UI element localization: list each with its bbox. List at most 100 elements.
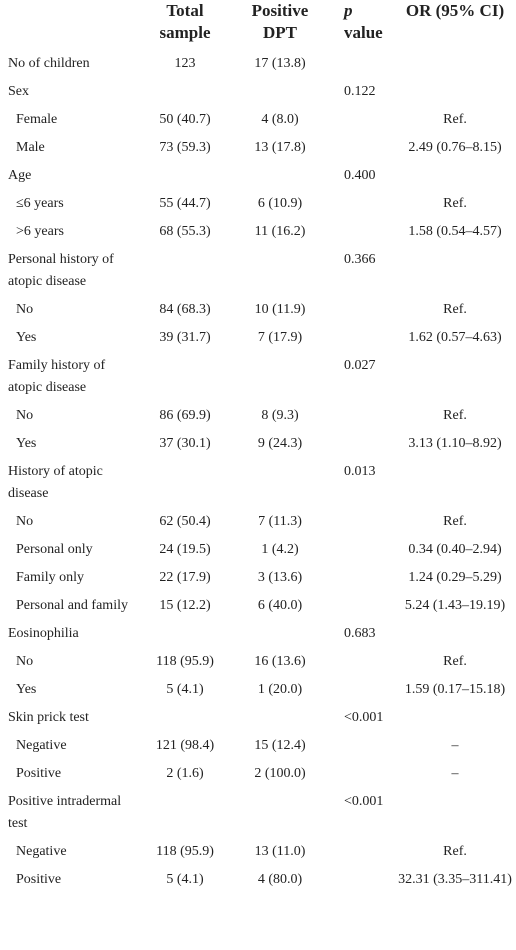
p-value-cell (330, 536, 394, 564)
table-body: No of children 123 17 (13.8) Sex 0.122 Female… (0, 50, 516, 894)
positive-cell: 6 (40.0) (257, 598, 303, 613)
header-row: Total sample Positive DPT p value OR (95%… (0, 0, 516, 50)
group-row: History of atopic disease 0.013 (0, 458, 516, 508)
positive-cell: 6 (10.9) (257, 196, 303, 211)
or-cell: Ref. (443, 408, 467, 423)
total-cell: 15 (12.2) (159, 598, 211, 613)
total-cell (140, 78, 230, 106)
p-value-cell: 0.027 (344, 358, 376, 373)
group-row: Personal history of atopic disease 0.366 (0, 246, 516, 296)
item-row: Yes 5 (4.1) 1 (20.0) 1.59 (0.17–15.18) (0, 676, 516, 704)
or-cell: 1.62 (0.57–4.63) (408, 330, 502, 345)
positive-cell (230, 162, 330, 190)
header-total: Total sample (159, 1, 211, 42)
or-cell: – (451, 738, 459, 753)
or-cell: Ref. (443, 654, 467, 669)
item-row: No 86 (69.9) 8 (9.3) Ref. (0, 402, 516, 430)
positive-cell (230, 704, 330, 732)
total-cell: 39 (31.7) (159, 330, 211, 345)
item-row: No 62 (50.4) 7 (11.3) Ref. (0, 508, 516, 536)
or-cell: 3.13 (1.10–8.92) (408, 436, 502, 451)
positive-cell (230, 458, 330, 508)
or-cell: Ref. (443, 302, 467, 317)
item-row: Positive 2 (1.6) 2 (100.0) – (0, 760, 516, 788)
p-value-cell (330, 866, 394, 894)
item-row: Positive 5 (4.1) 4 (80.0) 32.31 (3.35–311.4… (0, 866, 516, 894)
row-label: No (16, 654, 34, 669)
group-row: Age 0.400 (0, 162, 516, 190)
row-label: Positive intradermal test (8, 794, 122, 831)
p-value-cell (330, 838, 394, 866)
positive-cell (230, 246, 330, 296)
or-cell (394, 162, 516, 190)
or-cell (394, 50, 516, 78)
row-label: Yes (16, 682, 37, 697)
positive-cell: 13 (17.8) (254, 140, 306, 155)
p-value-cell (330, 50, 394, 78)
or-cell: 1.24 (0.29–5.29) (408, 570, 502, 585)
p-value-cell (330, 402, 394, 430)
or-cell: Ref. (443, 514, 467, 529)
total-cell (140, 620, 230, 648)
total-cell: 123 (174, 56, 196, 71)
total-cell: 5 (4.1) (166, 682, 204, 697)
positive-cell (230, 78, 330, 106)
item-row: Yes 37 (30.1) 9 (24.3) 3.13 (1.10–8.92) (0, 430, 516, 458)
row-label: Skin prick test (8, 710, 89, 725)
p-value-cell: <0.001 (344, 794, 384, 809)
or-cell: 1.58 (0.54–4.57) (408, 224, 502, 239)
p-value-cell (330, 732, 394, 760)
header-p: p value (330, 0, 394, 50)
total-cell (140, 352, 230, 402)
item-row: No 84 (68.3) 10 (11.9) Ref. (0, 296, 516, 324)
positive-cell: 9 (24.3) (257, 436, 303, 451)
positive-cell: 7 (17.9) (257, 330, 303, 345)
or-cell: Ref. (443, 844, 467, 859)
p-value-cell: 0.400 (344, 168, 376, 183)
positive-cell (230, 620, 330, 648)
group-row: Positive intradermal test <0.001 (0, 788, 516, 838)
positive-cell: 11 (16.2) (254, 224, 306, 239)
total-cell: 22 (17.9) (159, 570, 211, 585)
item-row: Female 50 (40.7) 4 (8.0) Ref. (0, 106, 516, 134)
positive-cell (230, 788, 330, 838)
total-cell: 73 (59.3) (159, 140, 211, 155)
row-label: No (16, 302, 34, 317)
total-cell: 118 (95.9) (156, 844, 214, 859)
or-cell: 5.24 (1.43–19.19) (404, 598, 506, 613)
total-cell (140, 162, 230, 190)
or-cell (394, 458, 516, 508)
or-cell (394, 620, 516, 648)
row-label: No (16, 514, 34, 529)
item-row: Family only 22 (17.9) 3 (13.6) 1.24 (0.29–5… (0, 564, 516, 592)
p-value-cell (330, 190, 394, 218)
total-cell (140, 704, 230, 732)
row-label: Yes (16, 330, 37, 345)
positive-cell: 4 (8.0) (261, 112, 299, 127)
row-label: ≤6 years (16, 196, 64, 211)
or-cell: Ref. (443, 196, 467, 211)
or-cell (394, 78, 516, 106)
header-empty (0, 0, 140, 50)
item-row: No 118 (95.9) 16 (13.6) Ref. (0, 648, 516, 676)
row-label: Personal history of atopic disease (8, 252, 114, 289)
p-value-cell: <0.001 (344, 710, 384, 725)
positive-cell: 13 (11.0) (254, 844, 306, 859)
row-label: Eosinophilia (8, 626, 79, 641)
p-value-cell (330, 760, 394, 788)
table-header: Total sample Positive DPT p value OR (95%… (0, 0, 516, 50)
row-label: Sex (8, 84, 29, 99)
p-value-cell (330, 564, 394, 592)
positive-cell: 15 (12.4) (254, 738, 306, 753)
item-row: Negative 118 (95.9) 13 (11.0) Ref. (0, 838, 516, 866)
or-cell: – (451, 766, 459, 781)
total-cell (140, 246, 230, 296)
total-cell: 50 (40.7) (159, 112, 211, 127)
row-label: >6 years (16, 224, 64, 239)
header-positive: Positive DPT (251, 1, 309, 42)
p-value-cell: 0.683 (344, 626, 376, 641)
item-row: Negative 121 (98.4) 15 (12.4) – (0, 732, 516, 760)
total-cell: 86 (69.9) (159, 408, 211, 423)
header-p-symbol: p (344, 1, 353, 20)
